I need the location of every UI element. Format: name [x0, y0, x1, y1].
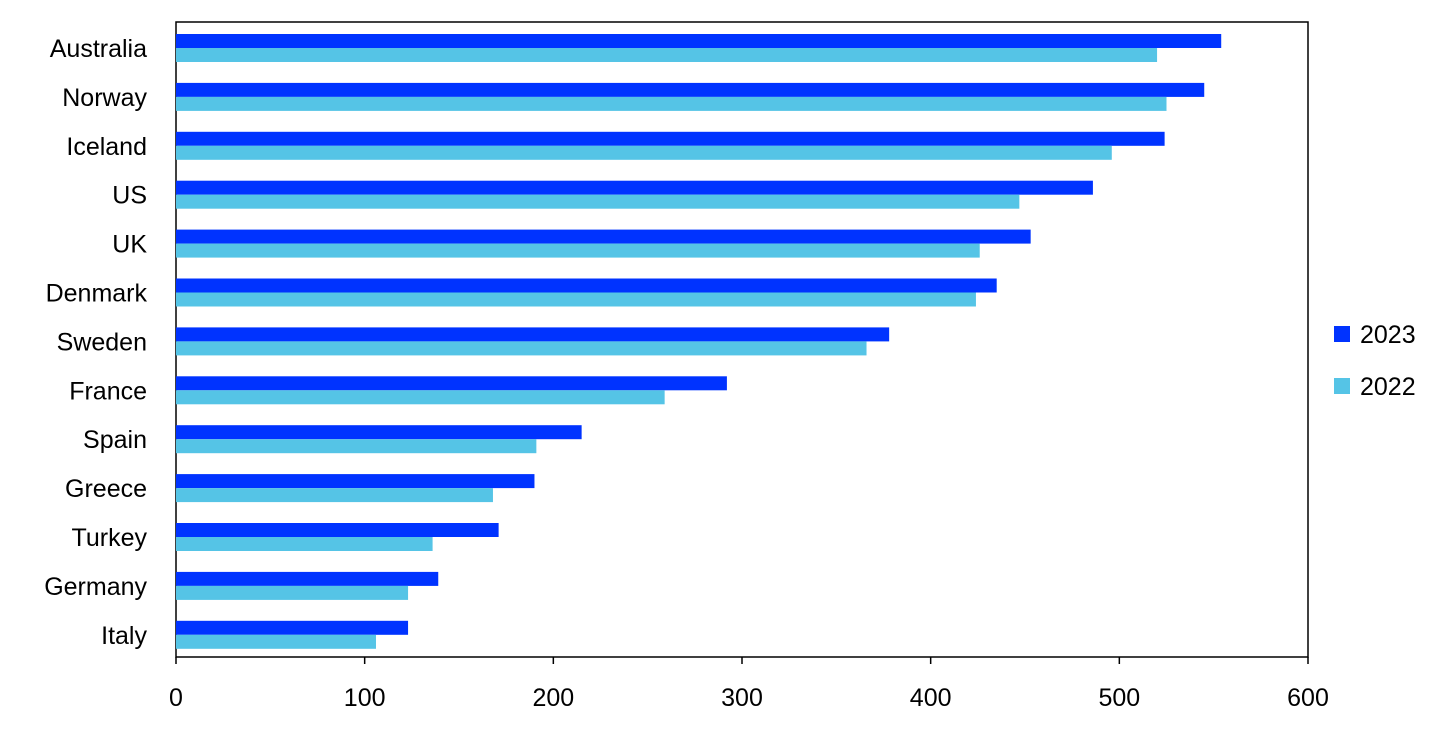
category-label: Australia	[50, 35, 147, 63]
x-tick-label: 0	[169, 684, 183, 712]
bar-spain-2023	[176, 425, 582, 440]
bar-spain-2022	[176, 439, 537, 454]
bars-layer	[176, 34, 1222, 649]
bar-iceland-2022	[176, 145, 1112, 160]
category-label: Turkey	[72, 524, 148, 552]
category-label: Norway	[62, 84, 147, 112]
bar-turkey-2023	[176, 523, 499, 537]
category-label: UK	[112, 231, 147, 259]
legend: 2023 2022	[1334, 321, 1416, 401]
x-tick-label: 600	[1287, 684, 1329, 712]
bar-norway-2022	[176, 96, 1167, 111]
bar-uk-2023	[176, 229, 1031, 244]
bar-turkey-2022	[176, 537, 433, 551]
x-tick-label: 400	[910, 684, 952, 712]
bar-uk-2022	[176, 243, 980, 258]
bar-norway-2023	[176, 82, 1205, 97]
bar-us-2023	[176, 180, 1093, 195]
x-axis-ticks: 0 100 200 300 400 500 600	[169, 657, 1329, 712]
legend-label-2022: 2022	[1360, 373, 1416, 401]
y-axis-category-labels: Australia Norway Iceland US UK Denmark Sweden F…	[44, 35, 147, 650]
category-label: Greece	[65, 475, 147, 503]
x-tick-label: 100	[344, 684, 386, 712]
bar-sweden-2023	[176, 327, 890, 342]
category-label: Italy	[101, 622, 147, 650]
bar-greece-2022	[176, 488, 493, 503]
x-tick-label: 500	[1098, 684, 1140, 712]
bar-iceland-2023	[176, 131, 1165, 146]
category-label: Denmark	[46, 280, 148, 308]
bar-sweden-2022	[176, 341, 867, 356]
bar-germany-2023	[176, 571, 439, 586]
bar-italy-2022	[176, 634, 376, 649]
category-label: Sweden	[57, 328, 147, 356]
x-tick-label: 300	[721, 684, 763, 712]
x-tick-label: 200	[532, 684, 574, 712]
bar-us-2022	[176, 194, 1020, 209]
bar-australia-2022	[176, 48, 1158, 62]
category-label: Iceland	[66, 133, 147, 161]
bar-france-2023	[176, 376, 727, 391]
bar-italy-2023	[176, 620, 409, 635]
category-label: Spain	[83, 426, 147, 454]
legend-swatch-2022	[1334, 378, 1350, 394]
bar-denmark-2022	[176, 292, 976, 307]
category-label: US	[112, 182, 147, 210]
bar-france-2022	[176, 390, 665, 405]
category-label: Germany	[44, 573, 147, 601]
bar-germany-2022	[176, 585, 409, 600]
bar-greece-2023	[176, 474, 535, 489]
bar-australia-2023	[176, 34, 1222, 48]
bar-denmark-2023	[176, 278, 997, 293]
legend-label-2023: 2023	[1360, 321, 1416, 349]
legend-swatch-2023	[1334, 326, 1350, 342]
category-label: France	[69, 377, 147, 405]
